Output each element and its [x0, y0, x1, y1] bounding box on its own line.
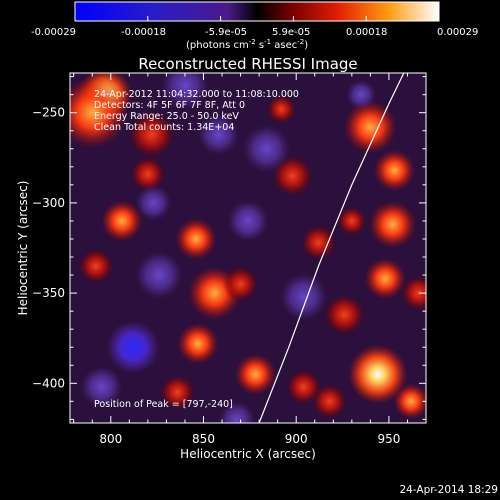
colorbar-tick-label: 0.00029: [437, 27, 478, 38]
y-axis-label: Heliocentric Y (arcsec): [16, 181, 30, 316]
annotation-detectors: Detectors: 4F 5F 6F 7F 8F, Att 0: [94, 100, 245, 111]
emission-blob: [101, 200, 143, 242]
heatmap: [70, 73, 426, 423]
x-axis-label: Heliocentric X (arcsec): [180, 447, 316, 461]
emission-blob: [177, 322, 219, 365]
emission-blob: [373, 149, 416, 192]
y-tick-label: −350: [32, 286, 65, 300]
y-tick-label: −250: [32, 106, 65, 120]
emission-blob: [234, 353, 277, 396]
emission-blob: [364, 257, 406, 300]
x-tick-label: 900: [285, 432, 308, 446]
emission-blob: [337, 206, 367, 236]
colorbar-tick-label: -5.9e-05: [205, 27, 247, 38]
y-tick-label: −400: [32, 376, 65, 390]
negative-blob: [242, 125, 291, 173]
emission-blob: [78, 248, 114, 284]
emission-blob: [400, 275, 426, 311]
colorbar-tick-label: -0.00029: [31, 27, 76, 38]
colorbar-tick-label: -0.00018: [121, 27, 166, 38]
solar-limb: [258, 73, 405, 423]
negative-blob: [80, 366, 123, 408]
annotation-block: 24-Apr-2012 11:04:32.000 to 11:08:10.000…: [94, 89, 299, 133]
emission-blob: [285, 369, 322, 405]
negative-blob: [161, 73, 209, 110]
y-tick-label: −300: [32, 196, 65, 210]
colorbar-tick-labels: -0.00029 -0.00018 -5.9e-05 5.9e-05 0.000…: [31, 27, 478, 38]
emission-blob: [266, 94, 297, 124]
negative-blob: [279, 272, 328, 321]
negative-blob: [346, 79, 376, 110]
peak-position-label: Position of Peak = [797,-240]: [94, 399, 233, 410]
emission-blob: [159, 374, 196, 411]
negative-blob: [106, 320, 160, 374]
emission-blob: [323, 293, 366, 336]
colorbar-tick-label: 0.00018: [346, 27, 387, 38]
x-tick-labels: 800 850 900 950: [99, 432, 400, 446]
emission-blob: [343, 100, 398, 154]
annotation-energy: Energy Range: 25.0 - 50.0 keV: [94, 111, 239, 122]
negative-blob: [197, 113, 240, 156]
negative-blob: [135, 185, 172, 221]
annotation-time: 24-Apr-2012 11:04:32.000 to 11:08:10.000: [94, 89, 299, 100]
emission-blob: [300, 224, 337, 261]
negative-blob: [135, 251, 183, 299]
annotation-clean: Clean Total counts: 1.34E+04: [94, 122, 234, 133]
axis-ticks: [70, 73, 427, 423]
footer-date: 24-Apr-2014 18:29: [399, 484, 498, 496]
emission-blob: [127, 110, 176, 159]
x-tick-label: 850: [192, 432, 215, 446]
y-tick-labels: −250 −300 −350 −400: [32, 106, 65, 391]
colorbar-ticks: [74, 16, 440, 21]
emission-blob: [311, 383, 348, 420]
colorbar-tick-label: 5.9e-05: [272, 27, 310, 38]
emission-blob: [130, 156, 166, 192]
colorbar: [74, 1, 440, 22]
emission-blob: [70, 77, 128, 149]
x-tick-label: 800: [99, 432, 122, 446]
emission-blob: [222, 266, 259, 302]
x-tick-label: 950: [377, 432, 400, 446]
emission-blob: [368, 200, 417, 249]
emission-blob: [393, 383, 426, 420]
negative-blob: [227, 200, 269, 242]
plot-frame: [69, 72, 427, 424]
chart-title: Reconstructed RHESSI Image: [138, 55, 357, 73]
emission-blob: [175, 218, 217, 260]
colorbar-units: (photons cm-2 s-1 asec-2): [186, 38, 308, 51]
emission-blob: [348, 344, 408, 404]
negative-blob: [219, 401, 255, 423]
